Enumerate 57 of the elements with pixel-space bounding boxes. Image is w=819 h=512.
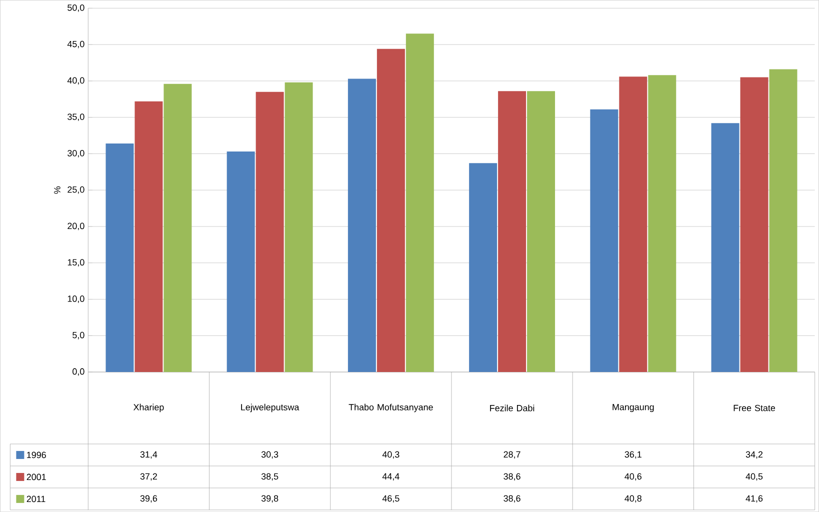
y-tick-label: 20,0 — [68, 222, 84, 230]
bar — [740, 77, 768, 372]
data-label: 37,2 — [140, 473, 157, 481]
bar — [619, 76, 648, 372]
data-label: 34,2 — [746, 451, 763, 459]
data-label: 40,3 — [382, 451, 400, 459]
y-tick-label: 0,0 — [72, 368, 84, 376]
x-tick-label: Lejweleputswa — [241, 404, 300, 412]
data-label: 38,6 — [504, 495, 520, 503]
bar — [284, 82, 313, 372]
y-tick-label: 40,0 — [67, 77, 84, 85]
y-tick-label: 10,0 — [68, 295, 84, 303]
data-label: 44,4 — [382, 473, 400, 481]
bar — [406, 34, 434, 372]
bar — [469, 163, 498, 372]
x-tick-label: Mangaung — [612, 404, 654, 412]
bar — [134, 101, 163, 372]
data-label: 40,8 — [624, 495, 642, 503]
bar — [164, 84, 192, 372]
y-tick-label: 30,0 — [68, 150, 84, 158]
y-tick-label: 35,0 — [68, 114, 84, 121]
data-label: 38,6 — [504, 473, 520, 481]
y-tick-label: 15,0 — [68, 259, 84, 266]
x-tick-label: Free State — [734, 404, 776, 412]
legend-label: 2011 — [26, 496, 46, 502]
data-label: 28,7 — [504, 451, 520, 459]
legend-label: 1996 — [27, 452, 46, 458]
data-label: 30,3 — [261, 451, 278, 459]
data-label: 41,6 — [746, 495, 763, 503]
bar — [769, 69, 798, 372]
bar — [711, 123, 740, 372]
bar — [376, 48, 405, 372]
y-axis-title: % — [54, 186, 60, 194]
bar — [106, 143, 134, 372]
data-label: 40,6 — [624, 473, 642, 481]
bar — [256, 92, 284, 372]
data-label: 36,1 — [624, 451, 642, 459]
y-tick-label: 45,0 — [67, 40, 84, 48]
data-label: 46,5 — [382, 495, 400, 503]
data-label: 39,8 — [261, 495, 278, 503]
bar — [527, 91, 556, 372]
data-label: 40,5 — [746, 473, 763, 481]
bar — [226, 151, 255, 372]
x-tick-label: Fezile Dabi — [490, 404, 534, 412]
x-tick-label: Thabo Mofutsanyane — [348, 404, 433, 412]
bar — [648, 75, 676, 372]
legend-label: 2001 — [26, 474, 46, 480]
data-label: 38,5 — [261, 473, 278, 481]
bar — [348, 78, 376, 372]
y-tick-label: 50,0 — [68, 4, 84, 12]
data-label: 39,6 — [140, 495, 158, 503]
y-tick-label: 5,0 — [72, 332, 84, 340]
data-label: 31,4 — [140, 451, 158, 459]
bar — [498, 91, 526, 372]
bar — [590, 109, 618, 372]
x-tick-label: Xhariep — [133, 404, 164, 412]
y-tick-label: 25,0 — [68, 186, 84, 194]
